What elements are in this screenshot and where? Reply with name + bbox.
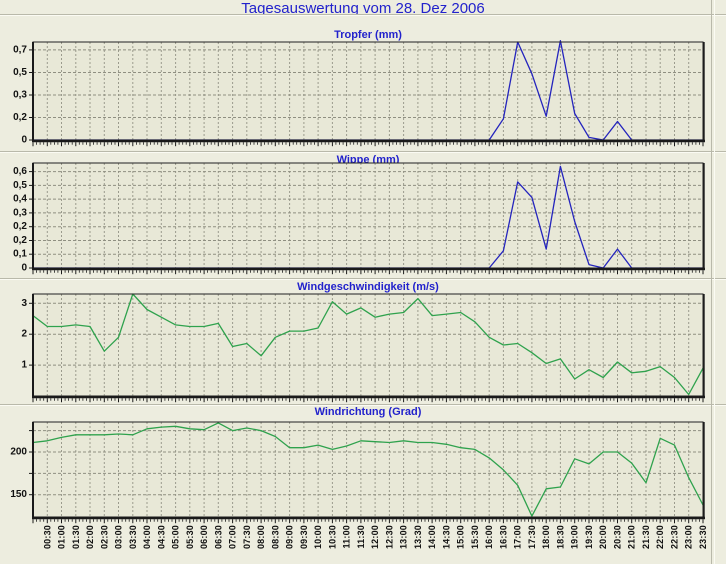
windrichtung-series-line (32, 422, 704, 517)
x-axis-label: 01:30 (71, 525, 81, 549)
chart-tropfer: 0,7 0,5 0,3 0,2 0 (13, 40, 705, 147)
x-axis-label: 07:00 (228, 525, 238, 549)
y-axis-label: 0,2 (13, 235, 27, 246)
x-axis-label: 23:30 (698, 525, 708, 549)
x-axis-label: 12:00 (370, 525, 380, 549)
y-axis-label: 0,5 (13, 180, 27, 191)
x-axis-label: 07:30 (242, 525, 252, 549)
x-axis-ticks (32, 398, 704, 403)
x-axis-label: 15:30 (470, 525, 480, 549)
x-axis-label: 14:00 (427, 525, 437, 549)
x-axis-label: 09:30 (299, 525, 309, 549)
x-axis-labels: 00:30 01:00 01:30 02:00 02:30 03:00 03:30 04:00… (42, 525, 708, 549)
x-axis-ticks (32, 519, 704, 524)
x-axis-label: 16:00 (484, 525, 494, 549)
x-axis-label: 13:30 (413, 525, 423, 549)
y-axis-label: 0,1 (13, 249, 27, 260)
x-axis-label: 05:30 (185, 525, 195, 549)
horizontal-gridlines (33, 302, 703, 366)
x-axis-label: 10:30 (327, 525, 337, 549)
y-axis-label: 0,2 (13, 221, 27, 232)
y-axis-label: 0,7 (13, 44, 27, 55)
x-axis-label: 21:30 (641, 525, 651, 549)
plot-area (33, 42, 703, 140)
y-axis-label: 150 (10, 489, 27, 500)
chart-title-windrichtung: Windrichtung (Grad) (314, 406, 422, 418)
vertical-gridlines (46, 294, 690, 396)
x-axis-label: 22:00 (655, 525, 665, 549)
y-axis-label: 3 (21, 298, 27, 309)
horizontal-gridlines (33, 430, 703, 496)
x-axis-label: 06:30 (213, 525, 223, 549)
y-axis-label: 200 (10, 447, 27, 458)
y-axis-label: 0,5 (13, 67, 27, 78)
plot-area (33, 294, 703, 396)
y-axis-label: 0,4 (13, 194, 27, 205)
chart-windrichtung: 200 150 00:30 01:00 01:30 02:00 02:30 03:00 03:3… (10, 421, 708, 549)
y-axis-label: 1 (21, 360, 27, 371)
y-axis-label: 0,3 (13, 90, 27, 101)
chart-title-tropfer: Tropfer (mm) (334, 29, 402, 41)
x-axis-label: 11:30 (356, 525, 366, 549)
horizontal-gridlines (33, 171, 703, 255)
x-axis-label: 10:00 (313, 525, 323, 549)
x-axis-label: 18:00 (541, 525, 551, 549)
x-axis-label: 14:30 (441, 525, 451, 549)
y-axis-label: 0 (21, 135, 27, 146)
right-edge-groove (711, 0, 715, 564)
x-axis-label: 05:00 (171, 525, 181, 549)
x-axis-label: 01:00 (57, 525, 67, 549)
horizontal-gridlines (33, 49, 703, 118)
x-axis-label: 16:30 (498, 525, 508, 549)
x-axis-label: 03:00 (114, 525, 124, 549)
section-separator-1 (0, 151, 726, 153)
x-axis-label: 04:30 (156, 525, 166, 549)
x-axis-label: 02:00 (85, 525, 95, 549)
section-separator-2 (0, 278, 726, 280)
vertical-gridlines (46, 42, 690, 140)
x-axis-label: 21:00 (627, 525, 637, 549)
windgeschwindigkeit-series-line (32, 293, 704, 396)
page-title: Tagesauswertung vom 28. Dez 2006 (241, 0, 485, 17)
vertical-gridlines (46, 163, 690, 268)
x-axis-label: 17:30 (527, 525, 537, 549)
x-axis-label: 22:30 (670, 525, 680, 549)
x-axis-ticks (32, 270, 704, 275)
x-axis-label: 20:00 (598, 525, 608, 549)
section-separator-3 (0, 404, 726, 406)
x-axis-label: 02:30 (99, 525, 109, 549)
y-axis-label: 0,2 (13, 112, 27, 123)
x-axis-label: 11:00 (342, 525, 352, 549)
x-axis-label: 15:00 (456, 525, 466, 549)
x-axis-label: 08:00 (256, 525, 266, 549)
y-axis-label: 0 (21, 263, 27, 274)
x-axis-label: 12:30 (384, 525, 394, 549)
chart-title-windgeschwindigkeit: Windgeschwindigkeit (m/s) (297, 281, 439, 293)
x-axis-label: 00:30 (42, 525, 52, 549)
x-axis-ticks (32, 142, 704, 147)
y-axis-label: 2 (21, 329, 27, 340)
x-axis-label: 19:30 (584, 525, 594, 549)
chart-wippe: 0,6 0,5 0,4 0,3 0,2 0,2 0,1 0 (13, 162, 705, 275)
y-axis-label: 0,6 (13, 166, 27, 177)
title-separator (0, 14, 726, 16)
x-axis-label: 17:00 (513, 525, 523, 549)
plot-area (33, 422, 703, 517)
x-axis-label: 03:30 (128, 525, 138, 549)
x-axis-label: 06:00 (199, 525, 209, 549)
x-axis-label: 08:30 (270, 525, 280, 549)
chart-windgeschwindigkeit: 3 2 1 (21, 293, 705, 403)
plot-area (33, 163, 703, 268)
x-axis-label: 18:30 (555, 525, 565, 549)
x-axis-label: 09:00 (285, 525, 295, 549)
x-axis-label: 23:00 (684, 525, 694, 549)
x-axis-label: 20:30 (613, 525, 623, 549)
x-axis-label: 13:00 (399, 525, 409, 549)
x-axis-label: 04:00 (142, 525, 152, 549)
x-axis-label: 19:00 (570, 525, 580, 549)
y-axis-label: 0,3 (13, 207, 27, 218)
